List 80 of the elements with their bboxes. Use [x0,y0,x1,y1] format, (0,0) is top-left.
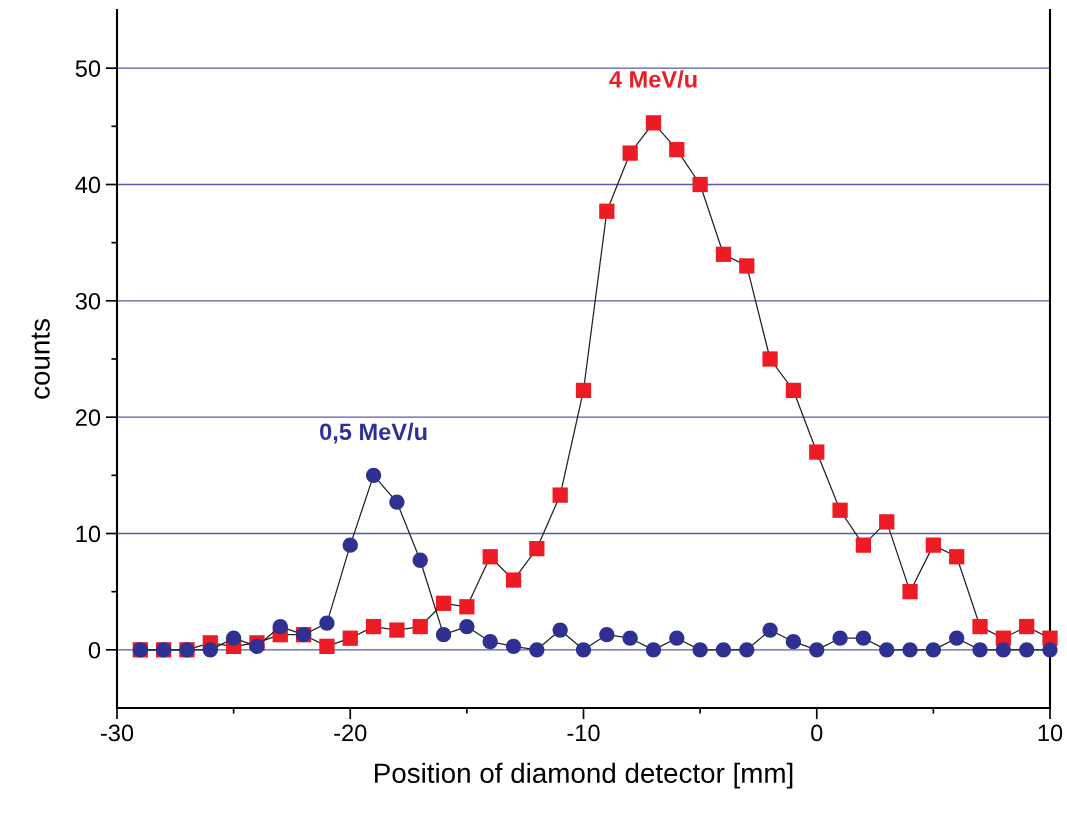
point [995,642,1011,658]
point [832,502,848,518]
x-tick-label: -10 [567,724,600,742]
point [972,618,988,635]
point [855,630,872,646]
point [692,642,708,658]
point [575,382,592,399]
point [342,630,358,646]
point [879,642,895,658]
point [319,615,335,631]
point [482,549,498,565]
point [949,549,965,565]
point [1042,642,1058,658]
point [225,630,242,646]
point [365,618,382,635]
point [505,638,522,654]
point [739,642,755,658]
y-axis-title: counts [31,319,50,399]
point [459,599,475,615]
point [739,258,755,274]
point [715,642,732,658]
point [785,382,802,399]
point [692,176,708,193]
x-tick-label: 10 [1038,724,1063,742]
point [202,642,218,658]
y-tick-label: 0 [88,641,101,659]
x-tick-label: -20 [334,724,367,742]
point [1019,642,1035,658]
point [645,642,662,658]
point [482,634,498,650]
point [529,540,545,557]
point [902,584,918,600]
point [435,627,452,643]
point [389,622,405,638]
point [809,642,825,658]
y-tick-label: 10 [76,525,101,543]
series-label: 0,5 MeV/u [320,422,427,444]
x-tick-label: -30 [100,724,134,742]
point [855,537,872,553]
point [622,145,638,161]
point [1019,618,1035,635]
point [762,351,778,367]
point [785,634,802,650]
point [459,618,475,635]
point [715,246,732,262]
point [879,514,895,530]
x-tick-label: 0 [811,724,823,742]
point [552,622,568,638]
point [505,572,522,588]
point [389,494,405,510]
point [949,630,965,646]
point [412,552,428,568]
point [902,642,918,658]
point [925,642,942,658]
point [365,467,382,483]
y-tick-label: 50 [75,60,101,77]
point [342,537,358,553]
point [669,141,685,158]
point [319,638,335,654]
point [832,630,848,646]
point [925,537,942,553]
point [622,630,638,646]
point [669,630,685,646]
point [599,627,615,643]
y-tick-label: 20 [75,409,101,426]
point [552,487,568,503]
point [645,115,662,131]
point [529,642,545,658]
x-axis-title: Position of diamond detector [mm] [375,762,793,789]
point [435,595,452,611]
point [412,618,428,635]
point [762,622,778,638]
series-label: 4 MeV/u [609,70,697,88]
y-tick-label: 30 [75,292,101,310]
y-tick-label: 40 [75,176,101,194]
point [599,203,615,219]
point [972,642,988,658]
point [272,618,288,635]
point [575,642,592,658]
point [809,444,825,460]
